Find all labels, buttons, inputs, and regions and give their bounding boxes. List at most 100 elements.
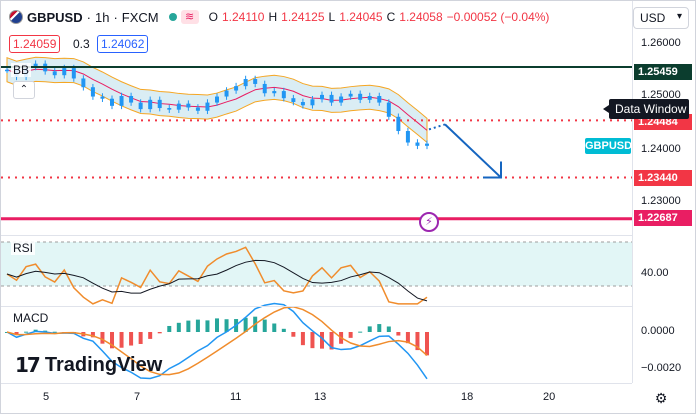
candle-body [138, 102, 143, 110]
candle-body [186, 103, 191, 108]
macd-histogram-bar [148, 332, 153, 339]
interval-label[interactable]: 1h [94, 9, 110, 25]
ohlc-values: O 1.24110 H 1.24125 L 1.24045 C 1.24058 −0.0… [209, 10, 550, 24]
macd-line [6, 302, 428, 380]
macd-histogram-bar [52, 331, 57, 333]
price-tag-level: 1.23440 [634, 170, 692, 186]
rsi-indicator-label[interactable]: RSI [11, 241, 36, 255]
time-tick: 11 [230, 391, 242, 403]
symbol-price-tag: GBPUSD [585, 138, 633, 154]
candle-body [71, 68, 76, 79]
candle-body [415, 142, 420, 146]
macd-histogram-bar [396, 332, 401, 336]
replay-icon[interactable]: ≋ [180, 10, 199, 24]
macd-histogram-bar [110, 332, 114, 349]
high-value: 1.24125 [281, 10, 325, 24]
candle-body [243, 79, 248, 87]
macd-histogram-bar [243, 317, 248, 332]
macd-histogram-bar [377, 324, 382, 332]
price-axis[interactable] [632, 1, 633, 383]
macd-histogram-bar [14, 332, 19, 335]
macd-tick: 0.0000 [641, 325, 675, 337]
candle-body [234, 86, 239, 91]
macd-histogram-bar [205, 320, 210, 332]
candle-body [62, 68, 67, 76]
candle-body [176, 103, 181, 110]
candle-body [205, 102, 210, 111]
candle-body [348, 93, 353, 97]
macd-indicator-label[interactable]: MACD [11, 311, 51, 325]
macd-histogram-bar [167, 325, 172, 332]
lightning-icon[interactable]: ⚡ [419, 212, 439, 232]
market-open-icon [168, 13, 177, 21]
sell-button[interactable]: 1.24059 [9, 35, 61, 53]
macd-histogram-bar [224, 319, 229, 332]
candle-body [291, 98, 296, 103]
rsi-ma-line [6, 259, 428, 302]
candle-body [425, 143, 429, 146]
candle-body [272, 91, 277, 94]
bb-indicator-label[interactable]: BB [11, 63, 32, 77]
projection-arrow [444, 123, 502, 179]
exchange-label: FXCM [121, 9, 159, 25]
macd-histogram-bar [386, 326, 391, 332]
macd-histogram-bar [425, 332, 429, 356]
candle-body [329, 94, 334, 103]
price-tick: 1.26000 [641, 37, 681, 49]
macd-histogram-bar [348, 332, 353, 338]
macd-histogram-bar [215, 318, 219, 332]
candle-body [195, 107, 200, 111]
candle-body [224, 90, 229, 97]
candle-body [262, 83, 267, 94]
macd-histogram-bar [24, 331, 29, 333]
price-tick: 1.25000 [641, 89, 681, 101]
pane-divider[interactable] [1, 235, 632, 236]
arrow-head [483, 161, 502, 179]
candle-body [5, 69, 9, 72]
currency-select[interactable]: USD ▾ [633, 7, 689, 29]
gear-icon[interactable]: ⚙ [654, 390, 668, 406]
macd-histogram-bar [281, 328, 286, 332]
candle-body [90, 87, 95, 97]
low-key: L [328, 10, 336, 24]
candle-body [167, 108, 172, 110]
separator: · [113, 9, 118, 25]
candle-body [300, 102, 305, 106]
signal-line [6, 305, 428, 376]
macd-histogram-bar [320, 332, 324, 349]
chevron-down-icon: ▾ [676, 11, 682, 22]
tradingview-logo[interactable]: 17 TradingView [15, 353, 162, 377]
time-tick: 7 [134, 391, 141, 403]
symbol-name[interactable]: GBPUSD [27, 9, 83, 25]
collapse-indicators-button[interactable]: ⌃ [13, 81, 35, 99]
macd-histogram-bar [415, 332, 420, 351]
candle-body [405, 131, 410, 143]
close-key: C [386, 10, 396, 24]
candle-body [367, 95, 372, 100]
arrow-dotted-segment [428, 123, 446, 131]
macd-histogram-bar [300, 332, 305, 346]
candle-body [215, 96, 219, 103]
candle-body [253, 79, 258, 84]
macd-histogram-bar [367, 326, 372, 332]
macd-histogram-bar [329, 332, 334, 350]
pane-divider[interactable] [1, 306, 632, 307]
candle-body [320, 94, 324, 100]
candle-body [396, 116, 401, 132]
data-window-tooltip: Data Window [603, 99, 689, 119]
macd-histogram-bar [90, 332, 95, 338]
candle-body [157, 99, 162, 109]
open-value: 1.24110 [221, 10, 265, 24]
buy-button[interactable]: 1.24062 [97, 35, 149, 53]
spread-value: 0.3 [73, 37, 90, 51]
macd-histogram-bar [129, 332, 134, 346]
open-key: O [208, 10, 218, 24]
macd-tick: −0.0020 [641, 362, 682, 374]
tradingview-logo-icon: 17 [15, 353, 41, 377]
macd-histogram-bar [138, 332, 143, 344]
gbpusd-flag-icon [9, 10, 23, 24]
macd-histogram-bar [195, 319, 200, 332]
macd-histogram-bar [310, 332, 315, 349]
candle-body [358, 93, 363, 100]
